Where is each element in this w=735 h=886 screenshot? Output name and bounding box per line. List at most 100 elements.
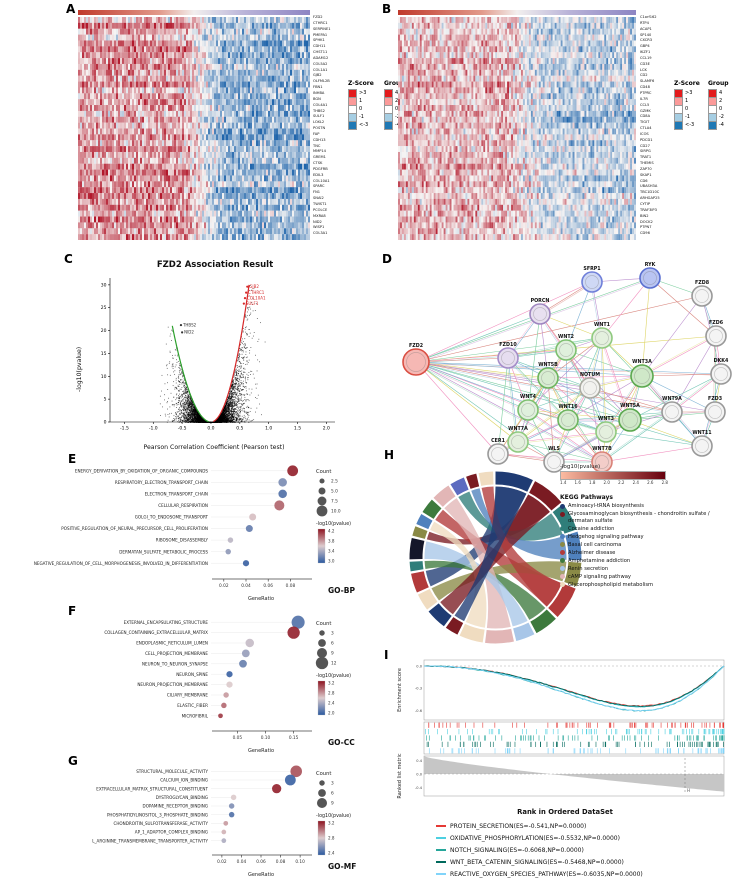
- svg-text:COLLAGEN_CONTAINING_EXTRACELLU: COLLAGEN_CONTAINING_EXTRACELLULAR_MATRIX: [104, 630, 208, 635]
- gene-label: COL10A1: [313, 178, 330, 183]
- gsea-legend-item: NOTCH_SIGNALING(ES=-0.6068,NP=0.0000): [436, 844, 643, 856]
- svg-text:WNT11: WNT11: [692, 430, 711, 436]
- svg-text:WNT9A: WNT9A: [662, 396, 682, 402]
- gene-label: SERPINE1: [313, 26, 331, 31]
- svg-text:NEURON_TO_NEURON_SYNAPSE: NEURON_TO_NEURON_SYNAPSE: [142, 661, 208, 666]
- heatmap-b-gene-labels: C1orf162 RTP4 ACAP1 SP140 CXCR3 GBP4 IKZF1 CCL1…: [640, 15, 674, 236]
- svg-text:6: 6: [331, 791, 334, 797]
- svg-text:CILIARY_MEMBRANE: CILIARY_MEMBRANE: [167, 693, 208, 698]
- pathway-color-dot: [560, 582, 565, 587]
- svg-text:2.8: 2.8: [328, 836, 335, 841]
- svg-text:CER1: CER1: [491, 438, 505, 444]
- gene-label: IL7R: [640, 96, 648, 101]
- svg-text:6: 6: [331, 641, 334, 647]
- gene-label: NID2: [313, 219, 322, 224]
- gene-label: CD96: [640, 231, 650, 236]
- colorbar-tick: 2.6: [647, 480, 654, 485]
- gene-label: ACAP1: [640, 26, 652, 31]
- svg-text:WNT5A: WNT5A: [620, 403, 640, 409]
- legend-label: -1: [359, 114, 364, 120]
- legend-label: -2: [719, 114, 724, 120]
- gene-label: INHBA: [313, 90, 325, 95]
- svg-text:EXTERNAL_ENCAPSULATING_STRUCTU: EXTERNAL_ENCAPSULATING_STRUCTURE: [124, 620, 209, 625]
- heatmap-a-canvas: [78, 10, 310, 240]
- gene-label: COL4A1: [313, 102, 328, 107]
- go-mf-dotplot: 0.02 0.04 0.06 0.08 0.10 GeneRatio STRUCTURAL_…: [8, 761, 374, 885]
- svg-text:0.0: 0.0: [416, 665, 422, 669]
- gene-label: THEMIS: [640, 161, 654, 166]
- svg-text:WNT4: WNT4: [520, 394, 537, 400]
- svg-text:WLS: WLS: [548, 446, 560, 452]
- svg-text:WNT3: WNT3: [598, 416, 614, 422]
- gene-label: TRAT1: [640, 155, 652, 160]
- gene-label: BGN: [313, 96, 321, 101]
- legend-label: 2: [719, 98, 723, 104]
- svg-text:-0.3: -0.3: [415, 687, 422, 691]
- svg-text:10.0: 10.0: [331, 509, 341, 515]
- series-name: REACTIVE_OXYGEN_SPECIES_PATHWAY(ES=-0.60…: [450, 870, 643, 878]
- svg-text:NEGATIVE_REGULATION_OF_CELL_MO: NEGATIVE_REGULATION_OF_CELL_MORPHOGENESI…: [34, 561, 208, 566]
- svg-text:-log10(pvalue): -log10(pvalue): [316, 813, 351, 819]
- gene-label: GJB2: [313, 73, 322, 78]
- series-name: WNT_BETA_CATENIN_SIGNALING(ES=-0.5468,NP…: [450, 858, 624, 866]
- svg-text:WNT5B: WNT5B: [538, 362, 558, 368]
- gene-label: SPARC: [313, 184, 325, 189]
- volcano-plot-canvas: [84, 272, 342, 442]
- series-color-dash: [436, 861, 446, 863]
- svg-text:Count: Count: [316, 621, 331, 627]
- series-name: PROTEIN_SECRETION(ES=-0.541,NP=0.0000): [450, 822, 587, 830]
- svg-text:CHONDROITIN_SULFOTRANSFERASE_A: CHONDROITIN_SULFOTRANSFERASE_ACTIVITY: [113, 821, 208, 826]
- pathway-name: Aminoacyl-tRNA biosynthesis: [568, 503, 644, 509]
- kegg-legend: KEGG Pathways Aminoacyl-tRNA biosynthesi…: [560, 494, 728, 590]
- gene-label: FAP: [313, 131, 320, 136]
- svg-text:PORCN: PORCN: [531, 298, 550, 304]
- svg-text:12: 12: [331, 661, 337, 667]
- gene-label: PDGFRB: [313, 166, 328, 171]
- svg-text:9: 9: [331, 801, 334, 807]
- series-color-dash: [436, 849, 446, 851]
- kegg-chord-diagram: [398, 460, 593, 659]
- gene-label: GBP4: [640, 44, 650, 49]
- pathway-color-dot: [560, 542, 565, 547]
- legend-label: <-3: [685, 122, 695, 128]
- kegg-legend-item: Amphetamine addiction: [560, 558, 728, 565]
- panel-label-f: F: [68, 604, 77, 618]
- gene-label: LOXL2: [313, 120, 325, 125]
- svg-text:7.5: 7.5: [331, 499, 338, 505]
- gene-label: WISP1: [313, 225, 325, 230]
- svg-text:MICROFIBRIL: MICROFIBRIL: [182, 713, 209, 718]
- svg-text:FZD3: FZD3: [708, 396, 722, 402]
- svg-text:0.05: 0.05: [233, 735, 243, 741]
- gene-label: TRAF3IP3: [640, 207, 657, 212]
- pathway-name: Cocaine addiction: [568, 525, 615, 532]
- volcano-xlabel: Pearson Correlation Coefficient (Pearson…: [143, 444, 285, 451]
- kegg-legend-item: Glycerophospholipid metabolism: [560, 582, 728, 589]
- svg-text:0.15: 0.15: [289, 735, 299, 741]
- kegg-legend-items: Aminoacyl-tRNA biosynthesis Glycosaminogl…: [560, 503, 728, 588]
- gene-label: CCL19: [640, 55, 652, 60]
- legend-label: 0: [685, 106, 689, 112]
- gene-label: THBS2: [313, 108, 325, 113]
- svg-text:PHOSPHATIDYLINOSITOL_3_PHOSPHA: PHOSPHATIDYLINOSITOL_3_PHOSPHATE_BINDING: [107, 812, 208, 817]
- legend-label: <-3: [359, 122, 369, 128]
- legend-label: 2: [395, 98, 399, 104]
- svg-text:ELECTRON_TRANSPORT_CHAIN: ELECTRON_TRANSPORT_CHAIN: [145, 491, 208, 496]
- svg-text:0.4: 0.4: [416, 759, 422, 763]
- gene-label: MXRA8: [313, 213, 326, 218]
- pathway-color-dot: [560, 550, 565, 555]
- pathway-color-dot: [560, 511, 565, 517]
- legend-label: 4: [395, 90, 399, 96]
- gene-label: PCOLCE: [313, 207, 328, 212]
- heatmap-b-zscore-legend: Z-Score >3 1 0 -1 <-3: [674, 80, 708, 130]
- legend-title: Z-Score: [674, 80, 700, 87]
- series-color-dash: [436, 825, 446, 827]
- legend-label: -4: [395, 122, 400, 128]
- panel-label-i: I: [384, 648, 389, 662]
- svg-text:RIBOSOME_DISASSEMBLY: RIBOSOME_DISASSEMBLY: [156, 538, 209, 543]
- go-cc-dotplot: 0.05 0.10 0.15 GeneRatio EXTERNAL_ENCAPSULAT…: [8, 611, 374, 761]
- gene-label: C1orf162: [640, 15, 657, 19]
- svg-text:FZD8: FZD8: [695, 280, 710, 286]
- svg-text:GOLGI_TO_ENDOSOME_TRANSPORT: GOLGI_TO_ENDOSOME_TRANSPORT: [135, 515, 209, 520]
- gene-label: IKZF1: [640, 50, 651, 55]
- kegg-legend-item: Renin secretion: [560, 566, 728, 573]
